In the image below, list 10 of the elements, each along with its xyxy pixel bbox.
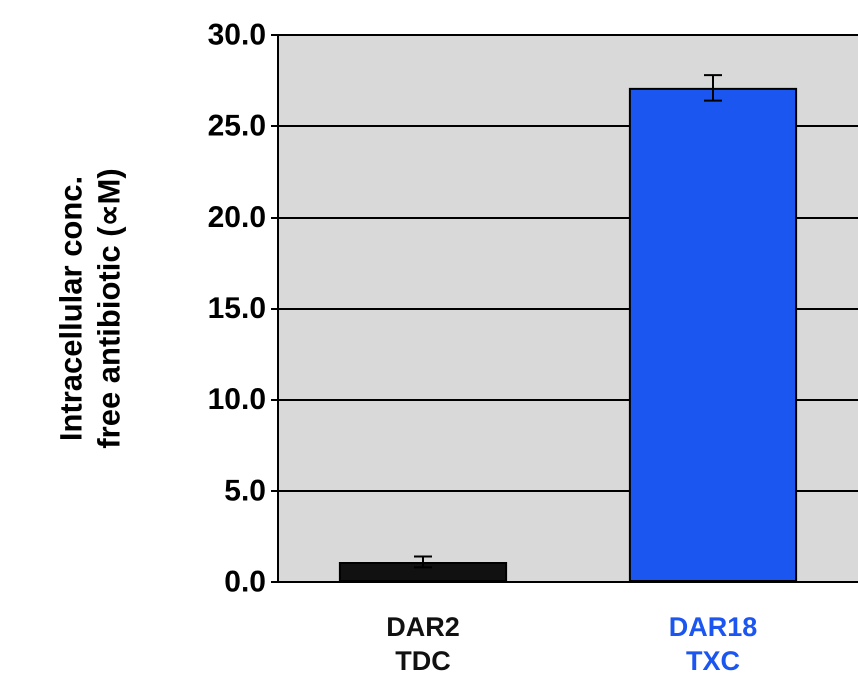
x-tick-label: DAR2 TDC [386, 612, 460, 676]
y-tick-label: 15.0 [208, 292, 266, 325]
x-tick-label: DAR18 TXC [668, 612, 758, 676]
y-tick-label: 20.0 [208, 200, 266, 234]
y-tick-label: 30.0 [208, 18, 266, 52]
y-tick-label: 10.0 [208, 383, 266, 416]
y-tick-label: 0.0 [224, 566, 266, 598]
y-axis-title: Intracellular conc. free antibiotic (∝M) [54, 168, 126, 449]
y-tick-label: 5.0 [224, 474, 266, 508]
y-tick-label: 25.0 [208, 110, 266, 143]
